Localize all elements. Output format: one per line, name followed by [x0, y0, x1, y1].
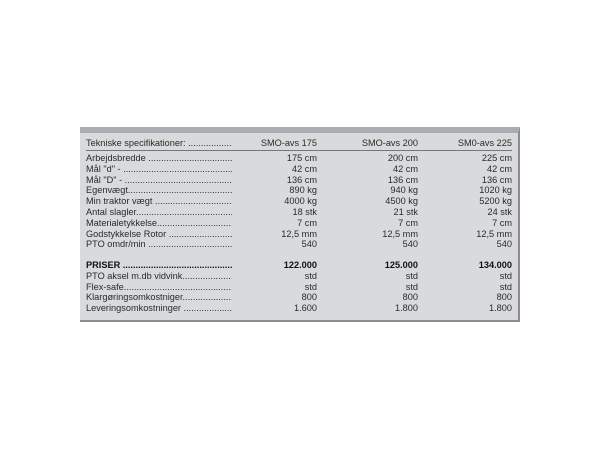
spec-row: Min traktor vægt .......................…	[86, 196, 512, 207]
row-label: Mål "D" - ..............................…	[86, 174, 232, 185]
row-value: 136 cm	[387, 174, 418, 185]
price-row: PRISER .................................…	[86, 260, 512, 271]
row-value: 7 cm	[492, 217, 512, 228]
price-row: Flex-safe...............................…	[86, 282, 512, 293]
row-value: 1.800	[395, 303, 418, 314]
row-value: 1020 kg	[479, 185, 512, 196]
row-label: Flex-safe...............................…	[86, 281, 232, 292]
spec-row: Arbejdsbredde ..........................…	[86, 153, 512, 164]
row-value: 540	[496, 239, 512, 250]
model-175: SMO-avs 175	[260, 138, 317, 148]
spec-table: Tekniske specifikationer: ..............…	[80, 127, 520, 322]
row-label: PTO omdr/min ...........................…	[86, 239, 232, 250]
price-row: Klargøringsomkostniger..................…	[86, 292, 512, 303]
row-label: Klargøringsomkostniger..................…	[86, 292, 232, 303]
row-value: 800	[496, 292, 512, 303]
row-value: 540	[402, 239, 418, 250]
row-value: 21 stk	[393, 207, 418, 217]
row-value: std	[304, 281, 317, 292]
row-value: 24 stk	[487, 207, 512, 217]
row-value: 800	[402, 292, 418, 303]
model-225: SM0-avs 225	[457, 138, 512, 148]
row-value: 136 cm	[286, 174, 317, 185]
row-value: 18 stk	[292, 207, 317, 217]
row-label: Egenvægt................................…	[86, 185, 232, 196]
row-value: std	[499, 281, 512, 292]
row-value: 42 cm	[291, 163, 317, 174]
row-value: std	[405, 270, 418, 281]
header-row: Tekniske specifikationer: ..............…	[86, 138, 512, 151]
spec-row: Mål "D" - ..............................…	[86, 175, 512, 186]
price-row: Leveringsomkostninger ..................…	[86, 303, 512, 314]
row-value: std	[405, 281, 418, 292]
row-value: 225 cm	[481, 153, 512, 163]
row-value: 122.000	[283, 260, 317, 270]
row-label: PTO aksel m.db vidvink..................…	[86, 270, 232, 281]
row-value: 940 kg	[390, 185, 418, 196]
spec-row: Mål "d" - ..............................…	[86, 164, 512, 175]
spec-row: Godstykkelse Rotor .....................…	[86, 229, 512, 240]
spec-row: Egenvægt................................…	[86, 185, 512, 196]
row-value: 136 cm	[481, 174, 512, 185]
row-value: 12,5 mm	[281, 228, 317, 239]
row-value: 12,5 mm	[476, 228, 512, 239]
row-value: 7 cm	[398, 217, 418, 228]
row-value: 42 cm	[392, 163, 418, 174]
row-value: 125.000	[384, 260, 418, 270]
row-value: 134.000	[478, 260, 512, 270]
row-label: Godstykkelse Rotor .....................…	[86, 228, 232, 239]
header-label: Tekniske specifikationer: ..............…	[86, 138, 232, 148]
row-value: 12,5 mm	[382, 228, 418, 239]
price-row: PTO aksel m.db vidvink..................…	[86, 271, 512, 282]
row-value: std	[499, 270, 512, 281]
spec-row: Antal slagler...........................…	[86, 207, 512, 218]
row-value: 7 cm	[297, 217, 317, 228]
row-value: 890 kg	[289, 185, 317, 196]
row-label: Leveringsomkostninger ..................…	[86, 303, 232, 314]
row-label: Arbejdsbredde ..........................…	[86, 153, 232, 163]
row-label: Materialetykkelse.......................…	[86, 217, 232, 228]
row-value: 200 cm	[387, 153, 418, 163]
spec-row: Materialetykkelse.......................…	[86, 218, 512, 229]
model-200: SMO-avs 200	[361, 138, 418, 148]
row-label: Mål "d" - ..............................…	[86, 163, 232, 174]
row-value: 175 cm	[286, 153, 317, 163]
row-value: std	[304, 270, 317, 281]
row-label: Antal slagler...........................…	[86, 207, 232, 217]
row-value: 1.600	[294, 303, 317, 314]
row-value: 1.800	[489, 303, 512, 314]
spec-row: PTO omdr/min ...........................…	[86, 239, 512, 250]
row-label: Min traktor vægt .......................…	[86, 196, 232, 207]
row-value: 4000 kg	[284, 196, 317, 207]
row-value: 800	[301, 292, 317, 303]
row-value: 5200 kg	[479, 196, 512, 207]
row-value: 4500 kg	[385, 196, 418, 207]
row-label: PRISER .................................…	[86, 260, 232, 270]
row-value: 540	[301, 239, 317, 250]
row-value: 42 cm	[486, 163, 512, 174]
